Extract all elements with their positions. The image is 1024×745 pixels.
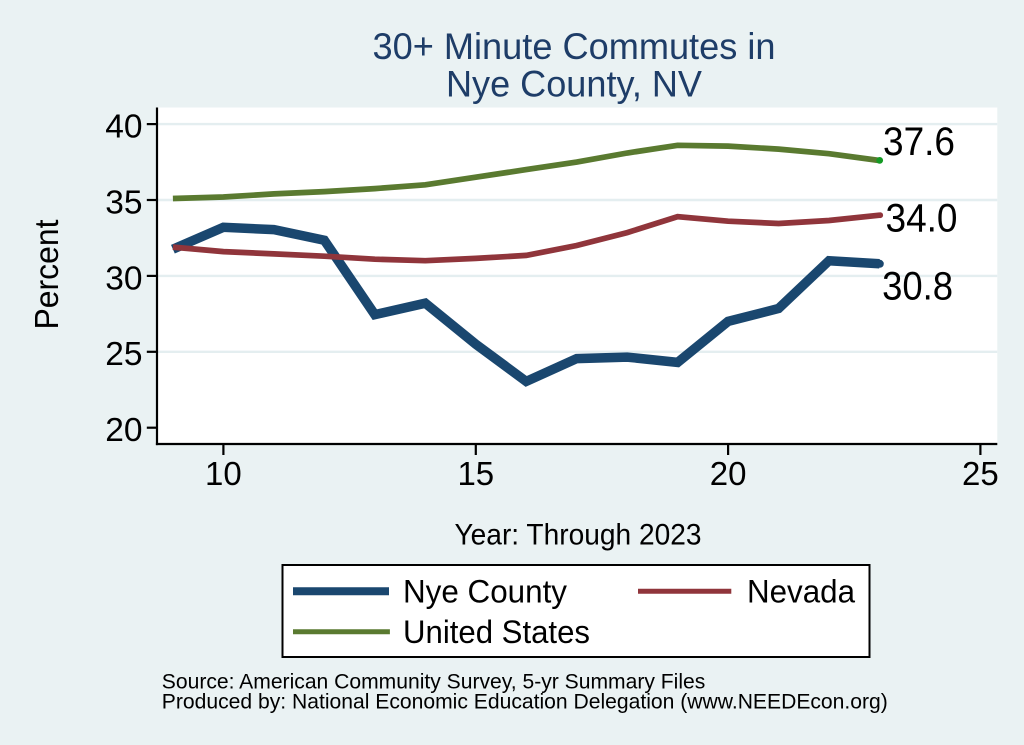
svg-text:10: 10 — [205, 455, 242, 492]
svg-text:25: 25 — [105, 336, 142, 373]
svg-text:20: 20 — [105, 412, 142, 449]
svg-text:United States: United States — [403, 614, 590, 650]
svg-text:Nye County, NV: Nye County, NV — [446, 63, 702, 105]
svg-text:Year: Through 2023: Year: Through 2023 — [455, 519, 702, 552]
svg-text:30: 30 — [105, 260, 142, 297]
svg-text:Percent: Percent — [28, 220, 65, 330]
svg-text:37.6: 37.6 — [883, 120, 955, 164]
svg-text:Produced by: National Economic: Produced by: National Economic Education… — [162, 690, 888, 713]
svg-text:Nevada: Nevada — [747, 574, 856, 610]
svg-text:35: 35 — [105, 184, 142, 221]
svg-text:34.0: 34.0 — [886, 196, 958, 240]
svg-text:40: 40 — [105, 109, 142, 146]
svg-text:30.8: 30.8 — [882, 265, 953, 309]
svg-text:30+ Minute Commutes in: 30+ Minute Commutes in — [373, 25, 776, 67]
svg-text:Nye County: Nye County — [403, 574, 568, 610]
svg-text:25: 25 — [962, 455, 999, 492]
svg-text:20: 20 — [710, 455, 747, 492]
svg-text:15: 15 — [457, 455, 494, 492]
svg-text:Source: American Community Sur: Source: American Community Survey, 5-yr … — [162, 670, 706, 693]
